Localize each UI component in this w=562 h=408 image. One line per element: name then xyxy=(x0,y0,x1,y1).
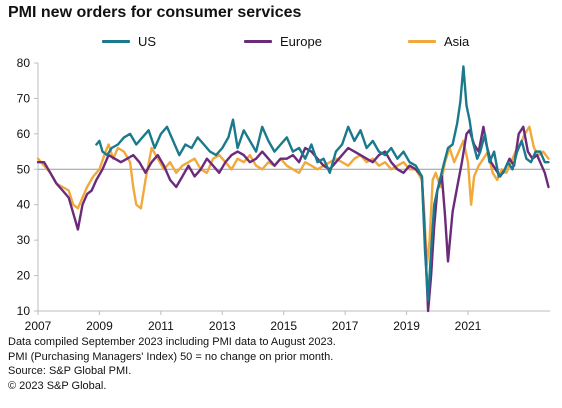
y-tick-label-70: 70 xyxy=(17,91,31,105)
x-tick-label-2017: 2017 xyxy=(332,319,359,333)
footnotes: Data compiled September 2023 including P… xyxy=(8,335,336,393)
y-tick-label-10: 10 xyxy=(17,304,31,318)
y-tick-label-80: 80 xyxy=(17,56,31,70)
legend-item-asia: Asia xyxy=(408,34,469,49)
footnote-copyright: © 2023 S&P Global. xyxy=(8,379,107,392)
chart-title: PMI new orders for consumer services xyxy=(8,4,302,21)
footnote-pmi-definition: PMI (Purchasing Managers' Index) 50 = no… xyxy=(8,350,334,363)
axes: 10 20 30 40 50 60 70 80 2007 2009 2011 2013 2015 2017… xyxy=(17,56,550,333)
y-tick-label-40: 40 xyxy=(17,198,31,212)
y-tick-label-20: 20 xyxy=(17,269,31,283)
x-tick-label-2013: 2013 xyxy=(209,319,236,333)
series-line-asia xyxy=(36,125,550,267)
x-tick-label-2019: 2019 xyxy=(393,319,420,333)
footnote-source: Source: S&P Global PMI. xyxy=(8,365,132,377)
legend-swatch-asia xyxy=(408,40,436,43)
legend-item-us: US xyxy=(102,34,156,49)
x-tick-label-2021: 2021 xyxy=(455,319,482,333)
legend-swatch-us xyxy=(102,40,130,43)
series-line-us xyxy=(95,65,550,302)
legend-item-europe: Europe xyxy=(244,34,322,49)
x-tick-label-2011: 2011 xyxy=(148,319,174,333)
y-tick-label-30: 30 xyxy=(17,233,31,247)
x-tick-label-2009: 2009 xyxy=(86,319,113,333)
legend: US Europe Asia xyxy=(0,34,562,54)
legend-label-us: US xyxy=(138,34,157,49)
line-chart: 10 20 30 40 50 60 70 80 2007 2009 2011 2013 2015 2017… xyxy=(17,56,550,333)
legend-label-asia: Asia xyxy=(444,34,470,49)
footnote-data-compiled: Data compiled September 2023 including P… xyxy=(8,336,336,348)
legend-swatch-europe xyxy=(244,40,272,43)
series-layer xyxy=(36,65,550,313)
legend-label-europe: Europe xyxy=(280,34,322,49)
y-tick-label-60: 60 xyxy=(17,127,31,141)
y-tick-label-50: 50 xyxy=(17,162,31,176)
series-line-europe xyxy=(36,125,550,313)
x-tick-label-2015: 2015 xyxy=(270,319,297,333)
x-tick-label-2007: 2007 xyxy=(25,319,52,333)
